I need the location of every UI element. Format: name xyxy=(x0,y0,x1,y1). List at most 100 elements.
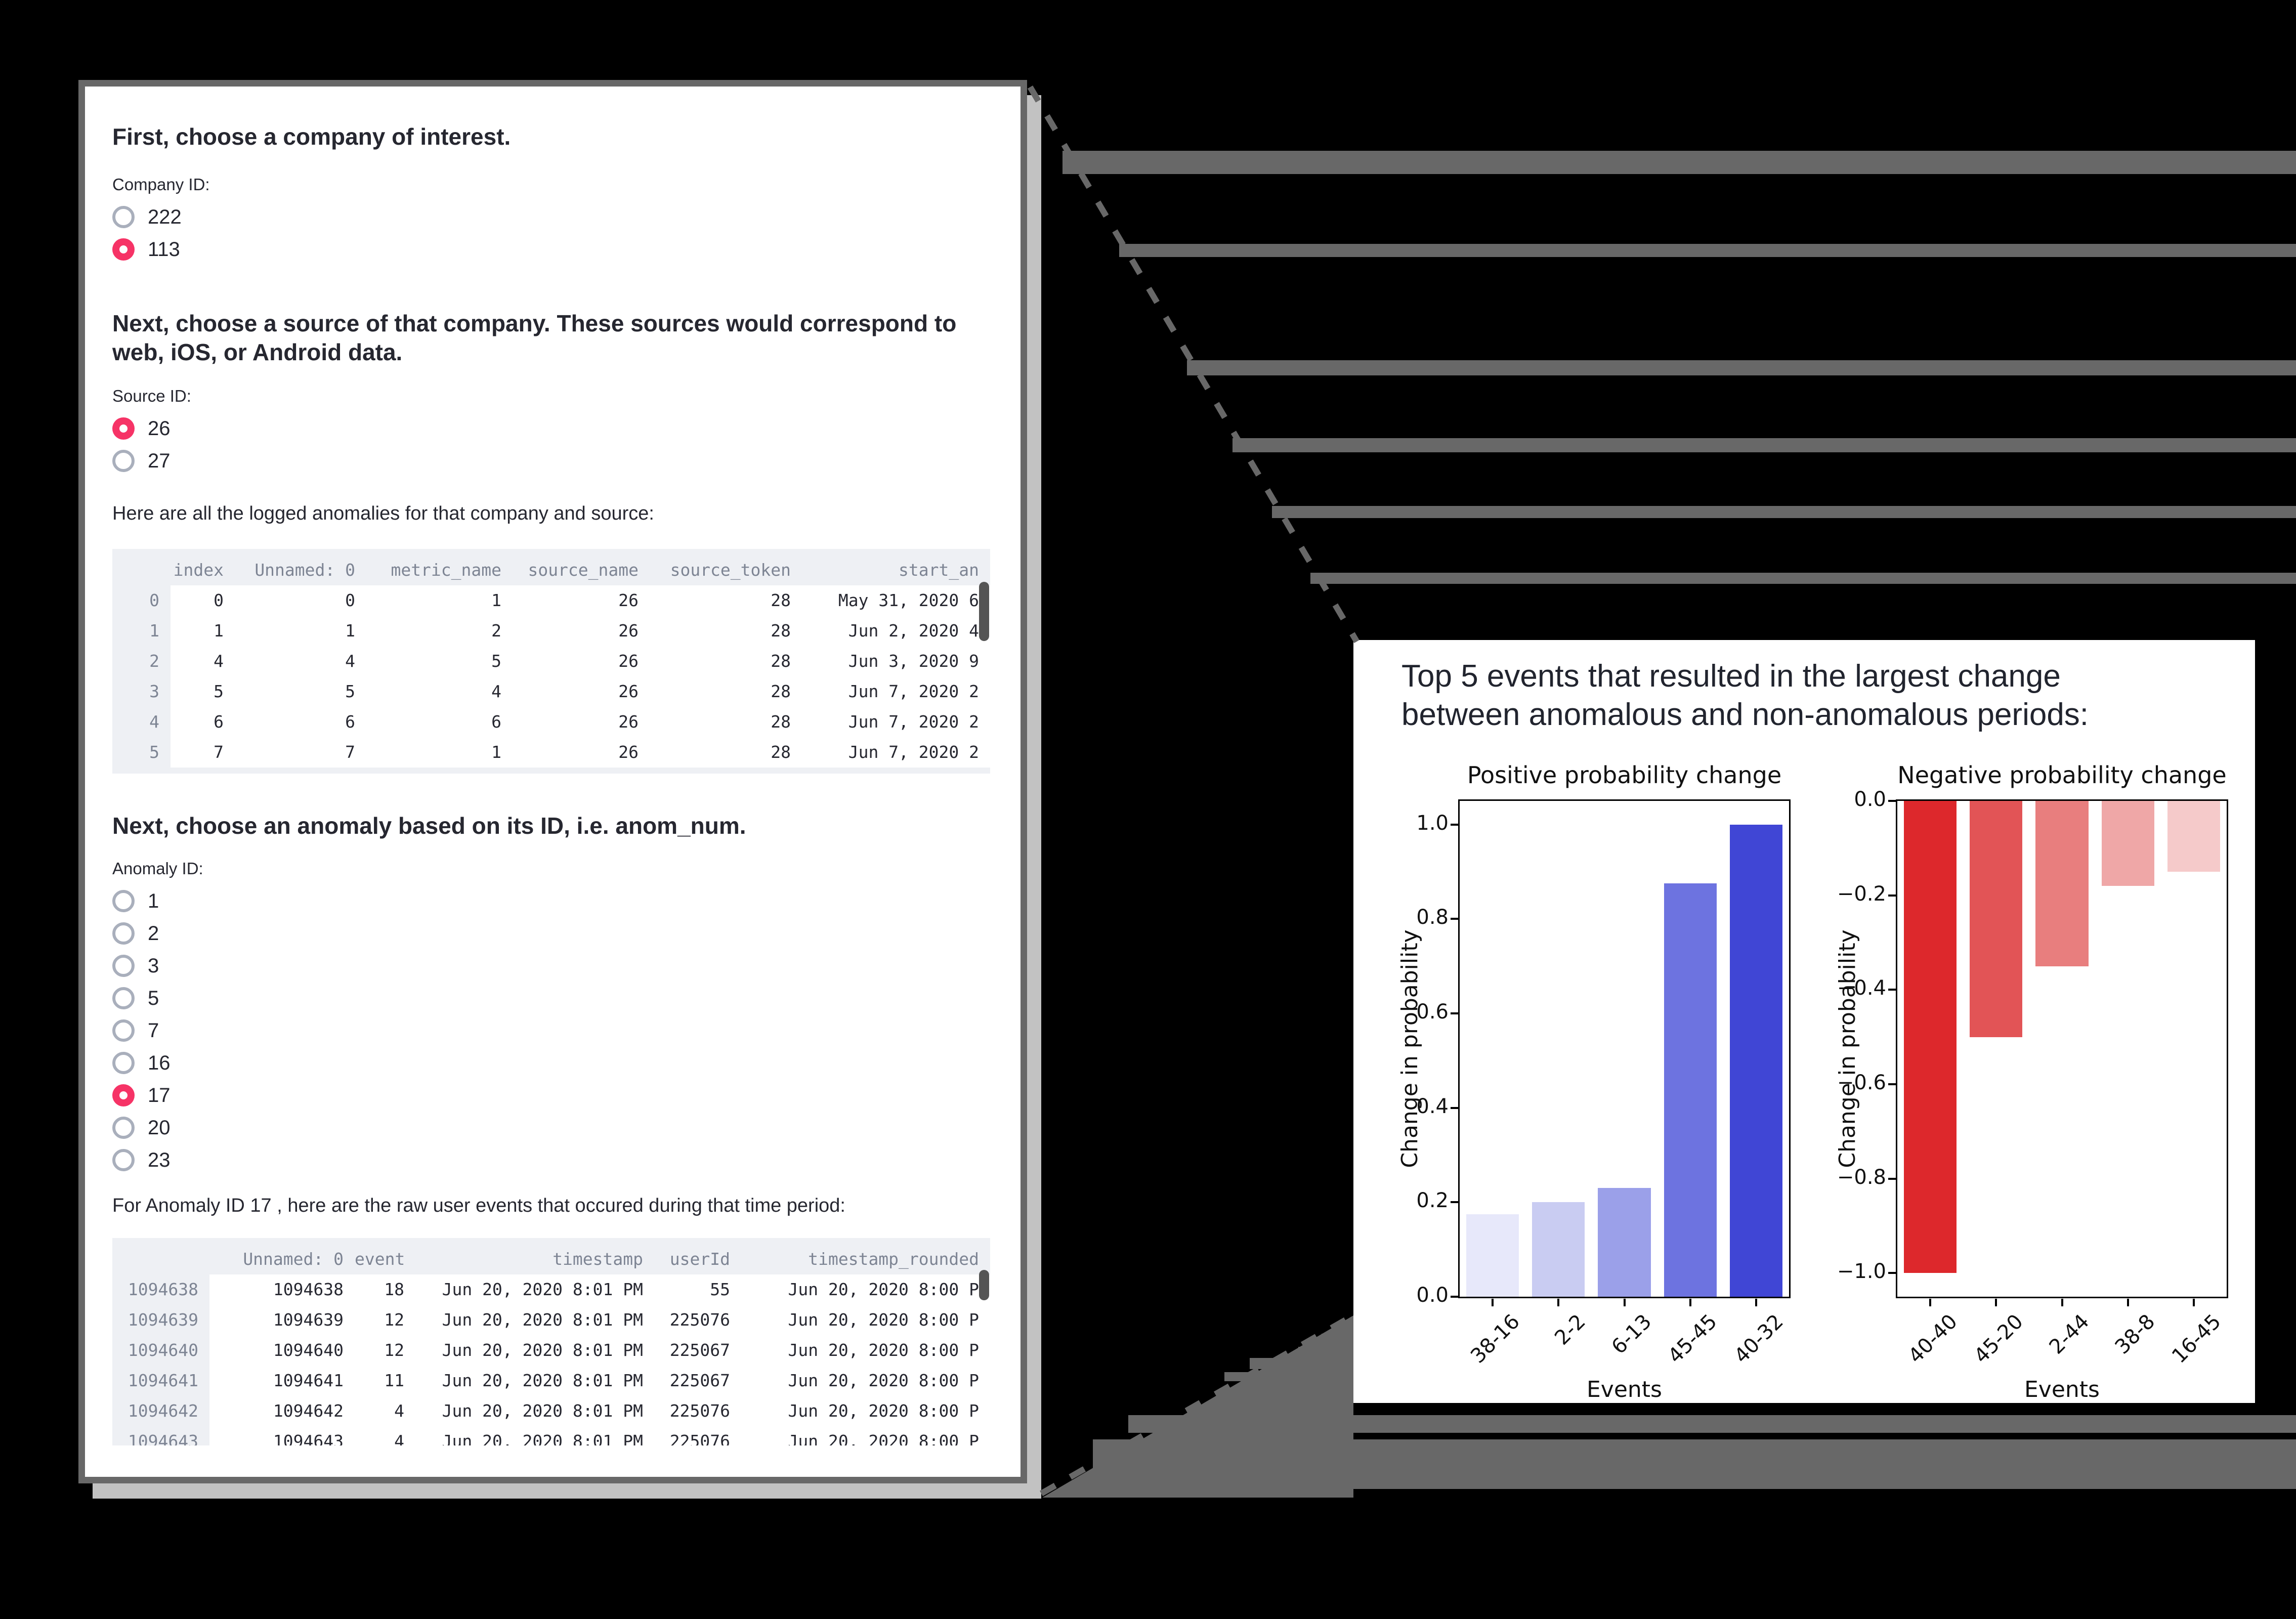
cell: 1094638 xyxy=(209,1274,355,1305)
radio-option-label: 5 xyxy=(148,987,159,1009)
axis-ylabel: Change in probability xyxy=(1835,929,1860,1168)
bar-40-40 xyxy=(1904,801,1957,1273)
scrollbar-thumb[interactable] xyxy=(979,582,989,641)
radio-unselected-icon[interactable] xyxy=(112,987,135,1009)
radio-option-20[interactable]: 20 xyxy=(112,1112,1000,1144)
cell: 1 xyxy=(149,621,159,641)
table-row: 1094638 1094638 18 Jun 20, 2020 8:01 PM 55 Ju… xyxy=(112,1274,990,1305)
table-row: 4 6 6 6 26 28 Jun 7, 2020 2 xyxy=(112,707,990,737)
table-row: 1094639 1094639 12 Jun 20, 2020 8:01 PM 2250… xyxy=(112,1305,990,1335)
xmark xyxy=(1492,1299,1494,1306)
radio-selected-icon[interactable] xyxy=(112,238,135,261)
radio-option-label: 27 xyxy=(148,449,171,472)
cell: 26 xyxy=(513,646,650,676)
radio-option-3[interactable]: 3 xyxy=(112,950,1000,982)
cell: Jun 20, 2020 8:01 PM xyxy=(415,1305,654,1335)
cell: 26 xyxy=(513,616,650,646)
xmark xyxy=(2192,1299,2195,1306)
heading-line: web, iOS, or Android data. xyxy=(112,339,403,365)
cell: 225067 xyxy=(654,1335,741,1366)
cell: 4 xyxy=(355,1396,415,1426)
results-title: Top 5 events that resulted in the larges… xyxy=(1401,657,2089,734)
negative-probability-chart: Negative probability change Change in pro… xyxy=(1835,761,2228,1402)
source-id-label: Source ID: xyxy=(112,387,191,405)
table-row: 1094643 1094643 4 Jun 20, 2020 8:01 PM 22507… xyxy=(112,1426,990,1445)
cell: 1094638 xyxy=(127,1280,198,1299)
radio-option-label: 26 xyxy=(148,417,171,440)
radio-unselected-icon[interactable] xyxy=(112,1019,135,1042)
column-header: Unnamed: 0 xyxy=(243,1249,344,1269)
radio-option-113[interactable]: 113 xyxy=(112,233,1000,266)
ytick-label: −0.8 xyxy=(1837,1165,1886,1189)
radio-selected-icon[interactable] xyxy=(112,1084,135,1106)
cell: 3 xyxy=(149,681,159,701)
xtick-label: 45-20 xyxy=(1970,1310,2028,1368)
radio-option-7[interactable]: 7 xyxy=(112,1014,1000,1047)
radio-option-26[interactable]: 26 xyxy=(112,412,1000,445)
section-heading-source: Next, choose a source of that company. T… xyxy=(112,309,1000,367)
radio-unselected-icon[interactable] xyxy=(112,1117,135,1139)
radio-option-23[interactable]: 23 xyxy=(112,1144,1000,1176)
radio-option-1[interactable]: 1 xyxy=(112,885,1000,917)
source-radio-group: 26 27 xyxy=(112,412,1000,477)
radio-option-17[interactable]: 17 xyxy=(112,1079,1000,1112)
table-row: 5 7 7 1 26 28 Jun 7, 2020 2 xyxy=(112,737,990,768)
ytick-label: −1.0 xyxy=(1837,1260,1886,1284)
cell: 0 xyxy=(171,585,235,616)
results-title-line: between anomalous and non-anomalous peri… xyxy=(1401,697,2089,732)
cell: 26 xyxy=(513,585,650,616)
cell: 1094640 xyxy=(209,1335,355,1366)
cell: 6 xyxy=(235,707,366,737)
radio-option-2[interactable]: 2 xyxy=(112,917,1000,950)
ytick-label: 0.8 xyxy=(1416,906,1449,929)
bar-45-20 xyxy=(1970,801,2023,1037)
cell: 6 xyxy=(366,707,513,737)
radio-unselected-icon[interactable] xyxy=(112,1052,135,1074)
cell: Jun 20, 2020 8:01 PM xyxy=(415,1335,654,1366)
xmark xyxy=(1995,1299,1997,1306)
glitch-streak xyxy=(1187,360,2296,375)
cell: Jun 20, 2020 8:01 PM xyxy=(415,1274,654,1305)
radio-unselected-icon[interactable] xyxy=(112,206,135,228)
cell: 1094641 xyxy=(209,1366,355,1396)
scrollbar-thumb[interactable] xyxy=(979,1270,989,1300)
radio-unselected-icon[interactable] xyxy=(112,1149,135,1171)
radio-selected-icon[interactable] xyxy=(112,417,135,440)
bar-45-45 xyxy=(1664,883,1717,1297)
company-radio-group: 222 113 xyxy=(112,201,1000,266)
ymark xyxy=(1451,1201,1458,1204)
cell: 2 xyxy=(366,616,513,646)
radio-unselected-icon[interactable] xyxy=(112,450,135,472)
positive-probability-chart: Positive probability change Change in pro… xyxy=(1397,761,1791,1402)
cell: 4 xyxy=(235,646,366,676)
radio-option-27[interactable]: 27 xyxy=(112,445,1000,477)
cell: Jun 20, 2020 8:00 P xyxy=(741,1305,990,1335)
table-row: 0 0 0 1 26 28 May 31, 2020 6 xyxy=(112,585,990,616)
ytick-label: −0.2 xyxy=(1837,882,1886,906)
xtick-label: 6-13 xyxy=(1607,1310,1656,1359)
cell: 4 xyxy=(366,676,513,707)
xtick-label: 45-45 xyxy=(1664,1310,1722,1368)
radio-option-5[interactable]: 5 xyxy=(112,982,1000,1014)
cell: Jun 7, 2020 2 xyxy=(802,676,990,707)
cell: 1094641 xyxy=(127,1371,198,1390)
radio-option-label: 7 xyxy=(148,1019,159,1042)
radio-unselected-icon[interactable] xyxy=(112,955,135,977)
cell: Jun 20, 2020 8:00 P xyxy=(741,1396,990,1426)
section-heading-company: First, choose a company of interest. xyxy=(112,123,511,150)
radio-option-16[interactable]: 16 xyxy=(112,1047,1000,1079)
radio-option-222[interactable]: 222 xyxy=(112,201,1000,233)
xtick-label: 2-44 xyxy=(2045,1310,2094,1359)
radio-option-label: 23 xyxy=(148,1148,171,1171)
radio-unselected-icon[interactable] xyxy=(112,922,135,945)
cell: 0 xyxy=(235,585,366,616)
ymark xyxy=(1451,1012,1458,1014)
cell: 28 xyxy=(650,585,802,616)
cell: May 31, 2020 6 xyxy=(802,585,990,616)
cell: 28 xyxy=(650,616,802,646)
column-header: metric_name xyxy=(391,560,501,580)
radio-unselected-icon[interactable] xyxy=(112,890,135,912)
ytick-label: 0.2 xyxy=(1416,1189,1449,1213)
cell: 7 xyxy=(235,737,366,768)
